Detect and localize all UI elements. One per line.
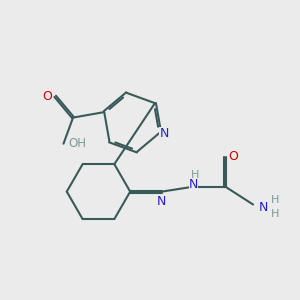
Text: N: N: [258, 201, 268, 214]
Text: N: N: [159, 127, 169, 140]
Text: H: H: [190, 170, 199, 180]
Text: H: H: [271, 194, 279, 205]
Text: OH: OH: [68, 137, 86, 150]
Text: O: O: [42, 90, 52, 103]
Text: O: O: [228, 150, 238, 164]
Text: N: N: [189, 178, 198, 191]
Text: N: N: [157, 195, 167, 208]
Text: H: H: [271, 209, 279, 219]
